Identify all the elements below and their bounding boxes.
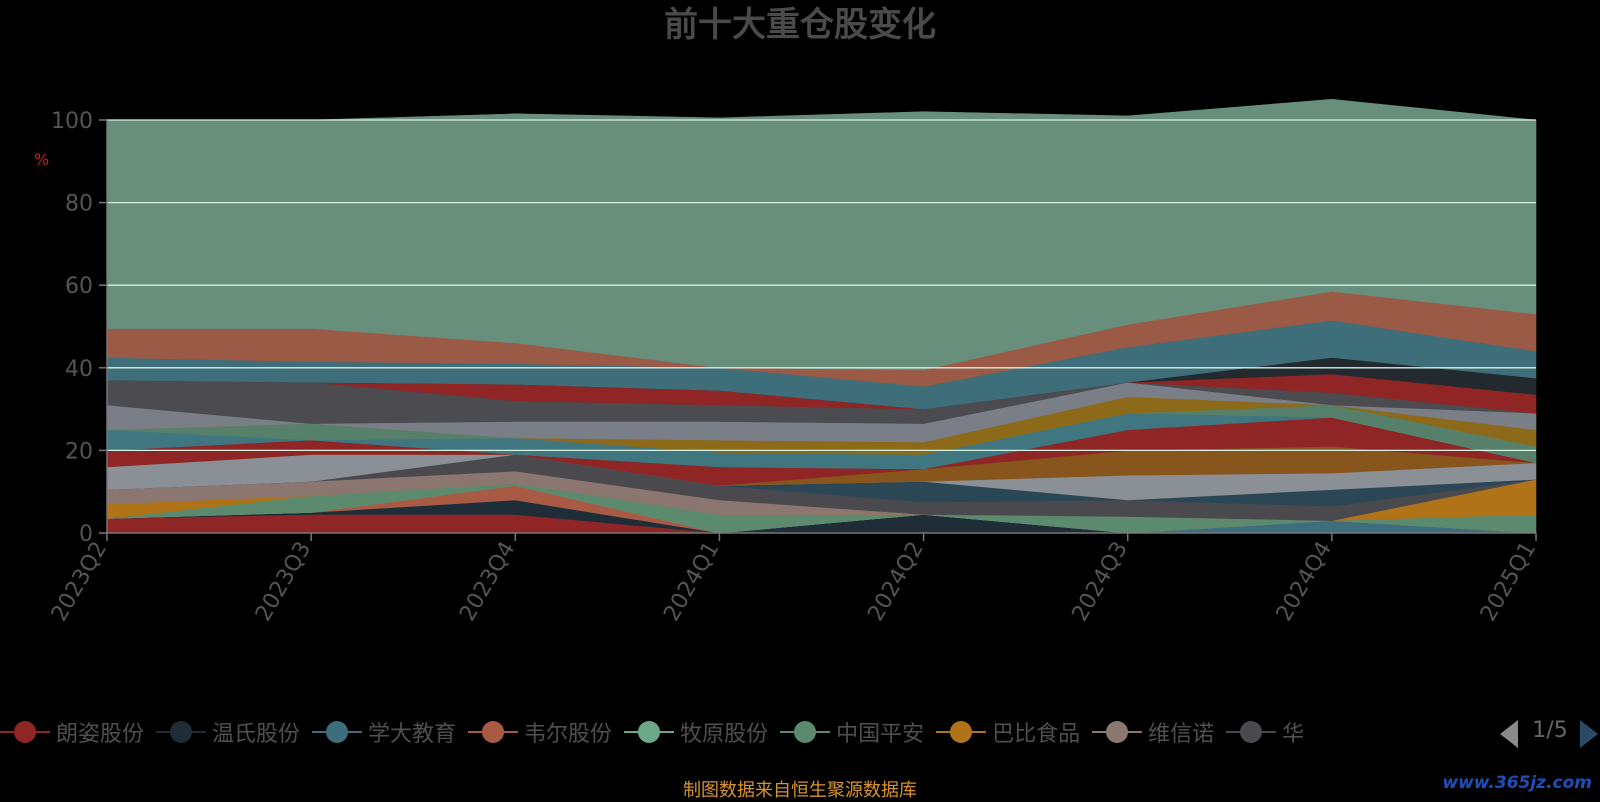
x-tick-label: 2024Q4 <box>1272 538 1337 626</box>
watermark: www.365jz.com <box>1442 773 1592 793</box>
legend-marker-icon <box>156 720 207 744</box>
legend-item[interactable]: 韦尔股份 <box>468 712 612 752</box>
chart-title: 前十大重仓股变化 <box>664 5 936 45</box>
legend-marker-icon <box>312 720 363 744</box>
legend-label: 牧原股份 <box>680 722 769 747</box>
chart-legend: 朗姿股份 温氏股份 学大教育 韦尔股份 牧原股份 中国平安 巴比食品 维信诺 华 <box>0 712 1480 752</box>
x-tick-label: 2023Q3 <box>251 538 316 626</box>
legend-label: 朗姿股份 <box>56 722 145 747</box>
area-series-22 <box>106 98 1537 371</box>
y-tick-label: 0 <box>79 522 93 547</box>
legend-marker-icon <box>624 720 675 744</box>
legend-marker-icon <box>468 720 519 744</box>
legend-marker-icon <box>1092 720 1143 744</box>
x-tick-label: 2023Q2 <box>47 538 112 626</box>
legend-item[interactable]: 巴比食品 <box>936 712 1080 752</box>
legend-item[interactable]: 华 <box>1226 712 1304 752</box>
legend-item[interactable]: 牧原股份 <box>624 712 768 752</box>
next-page-icon[interactable] <box>1580 720 1598 748</box>
legend-item[interactable]: 温氏股份 <box>156 712 300 752</box>
x-tick-label: 2024Q3 <box>1068 538 1133 626</box>
x-tick-label: 2025Q1 <box>1476 538 1541 626</box>
legend-marker-icon <box>0 720 50 744</box>
legend-label: 温氏股份 <box>212 722 301 747</box>
legend-label: 学大教育 <box>368 722 457 747</box>
y-tick-label: 100 <box>51 109 93 134</box>
x-tick-label: 2024Q2 <box>863 538 928 626</box>
y-tick-label: 80 <box>65 192 93 217</box>
page-indicator: 1/5 <box>1532 718 1568 743</box>
legend-label: 中国平安 <box>836 722 925 747</box>
legend-marker-icon <box>1226 720 1277 744</box>
legend-item[interactable]: 中国平安 <box>780 712 924 752</box>
y-tick-label: 60 <box>65 274 93 299</box>
y-tick-label: 40 <box>65 357 93 382</box>
prev-page-icon[interactable] <box>1500 720 1518 748</box>
legend-label: 华 <box>1282 722 1305 747</box>
legend-item[interactable]: 朗姿股份 <box>0 712 144 752</box>
x-tick-label: 2023Q4 <box>455 538 520 626</box>
legend-label: 韦尔股份 <box>524 722 613 747</box>
x-tick-label: 2024Q1 <box>659 538 724 626</box>
legend-item[interactable]: 维信诺 <box>1092 712 1214 752</box>
y-tick-label: 20 <box>65 439 93 464</box>
y-axis-label: % <box>34 150 50 169</box>
data-source-note: 制图数据来自恒生聚源数据库 <box>683 780 917 801</box>
legend-pager: 1/5 <box>1500 716 1600 750</box>
legend-marker-icon <box>936 720 987 744</box>
legend-label: 巴比食品 <box>992 722 1081 747</box>
legend-item[interactable]: 学大教育 <box>312 712 456 752</box>
legend-marker-icon <box>780 720 831 744</box>
legend-label: 维信诺 <box>1148 722 1215 747</box>
